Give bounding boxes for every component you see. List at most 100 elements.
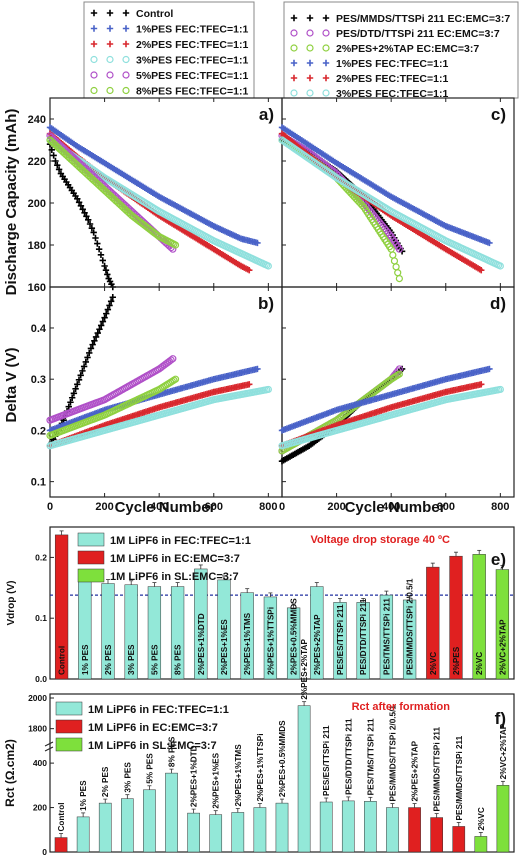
- data-point: [486, 239, 493, 247]
- data-point: [107, 298, 115, 305]
- y-axis-label-b: Delta V (V): [3, 347, 20, 422]
- bar: [319, 801, 333, 853]
- panel-label: a): [259, 105, 274, 124]
- data-point: [65, 403, 72, 410]
- data-point: [167, 356, 175, 364]
- y-tick-label: 200: [33, 803, 47, 813]
- data-point: [91, 337, 98, 344]
- data-point: [395, 370, 403, 378]
- category-label: 2%PES+1%DTD: [197, 613, 206, 675]
- bar: [231, 812, 245, 853]
- legend-label: 8%PES FEC:TFEC=1:1: [136, 86, 248, 98]
- data-point: [246, 267, 253, 274]
- y-tick-label: 1800: [28, 724, 47, 734]
- legend-marker: [306, 14, 314, 22]
- panel-label: b): [258, 294, 274, 313]
- y-tick-label: 240: [28, 114, 46, 126]
- legend-marker: [90, 9, 98, 17]
- category-label: 2%PES+2%TAP: [300, 639, 309, 700]
- x-axis-label-d: Cycle Number: [345, 499, 446, 516]
- bar: [54, 837, 68, 853]
- legend-marker: [122, 55, 130, 64]
- y-tick-label: 0.0: [35, 674, 47, 684]
- legend-marker: [106, 55, 114, 64]
- y-tick-label: 400: [33, 758, 47, 768]
- category-label: PES/MMDS/TTSPi 2/0.5/1: [388, 705, 397, 802]
- legend-marker: [306, 89, 314, 97]
- data-point: [48, 146, 56, 153]
- category-label: 2%PES+2%TAP: [411, 740, 420, 801]
- category-label: 8% PES: [168, 736, 177, 767]
- category-label: 2%VC: [475, 652, 484, 675]
- legend-marker: [290, 89, 298, 97]
- panel-label: f): [495, 709, 506, 728]
- legend-marker: [290, 14, 298, 22]
- bar: [386, 807, 399, 853]
- panel-b: 0 200 400 600 800 0.1 0.2 0.3 0.4 b): [31, 286, 283, 513]
- data-point: [496, 385, 504, 394]
- data-point: [85, 216, 92, 223]
- category-label: PES/DTD/TTSPi 211: [344, 718, 353, 795]
- legend-marker: [106, 25, 114, 32]
- bar: [496, 785, 510, 853]
- data-point: [87, 345, 95, 352]
- data-point: [74, 381, 81, 388]
- category-label: 2% PES: [101, 766, 110, 797]
- legend-swatch: [55, 737, 83, 752]
- panel-e: 0.0 0.1 0.2 Control 1% PES 2% PES 3% PES 5% PES…: [6, 526, 515, 684]
- data-point: [52, 157, 59, 165]
- y-tick-label: 160: [28, 282, 46, 294]
- x-tick-label: 800: [259, 501, 277, 513]
- category-label: PES/MMDS/TTSPi 2/0.5/1: [406, 578, 415, 675]
- data-point: [80, 363, 88, 370]
- data-point: [171, 375, 180, 383]
- legend-label: 1%PES FEC:TFEC=1:1: [336, 58, 448, 70]
- legend-label: 1M LiPF6 in EC:EMC=3:7: [88, 722, 218, 734]
- legend-label: 2%PES+2%TAP EC:EMC=3:7: [336, 43, 479, 55]
- y-tick-label: 0.4: [31, 323, 47, 335]
- legend-swatch: [77, 568, 105, 583]
- bar: [187, 812, 200, 853]
- legend-marker: [106, 40, 114, 48]
- data-point: [81, 209, 88, 216]
- bar: [474, 836, 488, 853]
- legend-left: Control 1%PES FEC:TFEC=1:1 2%PES FEC:TFEC=…: [83, 1, 255, 99]
- legend-label: 1M LiPF6 in FEC:TFEC=1:1: [110, 535, 251, 547]
- bar: [143, 789, 156, 853]
- x-tick-label: 600: [437, 501, 455, 513]
- legend-marker: [122, 71, 130, 79]
- data-point: [74, 195, 81, 202]
- data-point: [83, 213, 90, 220]
- data-point: [84, 354, 91, 361]
- category-label: PES/TMS/TTSPi 211: [366, 718, 375, 795]
- data-point: [254, 239, 261, 247]
- data-point: [109, 294, 116, 301]
- data-point: [101, 314, 108, 321]
- legend-marker: [122, 86, 130, 95]
- category-label: 2%PES+1%ES: [212, 752, 221, 808]
- x-tick-label: 200: [327, 501, 345, 513]
- y-tick-label: 0.1: [31, 477, 46, 489]
- data-point: [169, 355, 177, 363]
- legend-label: 1M LiPF6 in FEC:TFEC=1:1: [88, 704, 229, 716]
- legend-label: 1M LiPF6 in EC:EMC=3:7: [110, 553, 240, 565]
- category-label: Control: [57, 802, 66, 831]
- data-point: [86, 220, 94, 228]
- data-point: [102, 267, 110, 274]
- bar: [452, 826, 466, 853]
- legend-label: 2%PES FEC:TFEC=1:1: [136, 39, 248, 51]
- data-point: [90, 229, 97, 236]
- category-label: 2%PES+1%TMS: [234, 744, 243, 807]
- data-point: [75, 199, 83, 206]
- legend-marker: [90, 86, 98, 95]
- bar: [408, 807, 421, 853]
- legend-marker: [90, 71, 98, 79]
- data-point: [88, 225, 96, 232]
- data-point: [54, 162, 61, 169]
- legend-marker: [290, 59, 298, 67]
- category-label: 2%PES+1%TMS: [243, 612, 252, 675]
- legend-label: PES/MMDS/TTSPi 211 EC:EMC=3:7: [336, 13, 510, 25]
- legend-marker: [106, 9, 114, 17]
- x-tick-label: 400: [150, 501, 168, 513]
